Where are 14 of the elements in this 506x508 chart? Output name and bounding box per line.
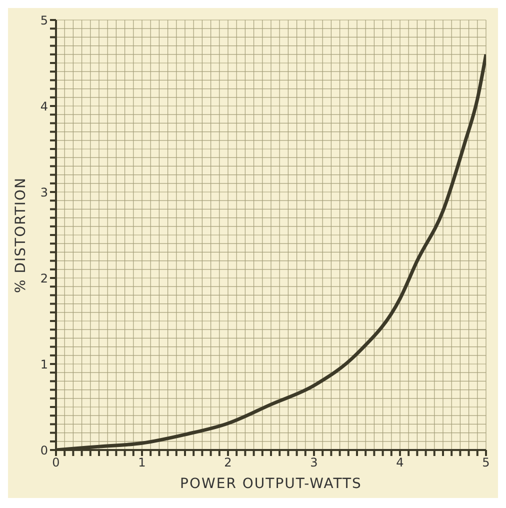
y-axis-title: % DISTORTION xyxy=(12,176,29,294)
y-tick-label: 0 xyxy=(40,443,48,458)
x-axis-title: POWER OUTPUT-WATTS xyxy=(180,476,362,492)
y-tick-label: 4 xyxy=(40,99,48,114)
y-tick-label: 2 xyxy=(40,271,48,286)
x-tick-label: 1 xyxy=(138,456,146,470)
x-tick-label: 4 xyxy=(396,456,404,470)
x-tick-label: 0 xyxy=(52,456,60,470)
y-tick-label: 1 xyxy=(40,357,48,372)
y-tick-label: 3 xyxy=(40,185,48,200)
x-tick-label: 5 xyxy=(482,456,490,470)
x-tick-label: 3 xyxy=(310,456,318,470)
y-tick-label: 5 xyxy=(40,13,48,28)
x-tick-label: 2 xyxy=(224,456,232,470)
